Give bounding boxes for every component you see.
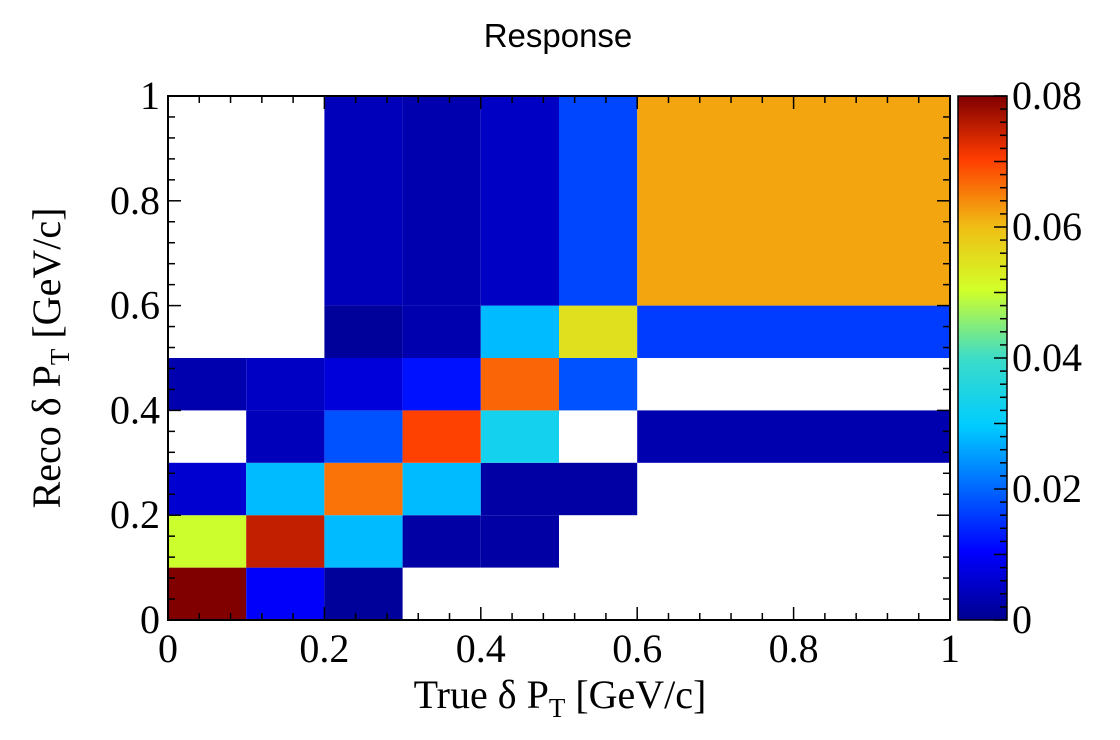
heatmap-cell [637, 410, 950, 463]
heatmap-cell [168, 567, 247, 620]
heatmap-cell [168, 358, 247, 411]
y-tick-label: 1 [140, 73, 160, 118]
heatmap-cell [559, 305, 638, 358]
colorbar-ticks [994, 95, 1007, 621]
heatmap-cell [246, 567, 325, 620]
y-tick-label: 0.6 [110, 283, 160, 328]
heatmap-cell [480, 358, 559, 411]
heatmap-cell [402, 515, 481, 568]
heatmap-cell [324, 305, 403, 358]
heatmap-cell [324, 96, 403, 306]
heatmap-cell [324, 567, 403, 620]
x-tick-labels: 0 0.2 0.4 0.6 0.8 1 [158, 626, 960, 671]
heatmap-cell [402, 305, 481, 358]
heatmap-cell [480, 515, 559, 568]
heatmap-cell [324, 410, 403, 463]
heatmap-cell [324, 515, 403, 568]
heatmap-cell [246, 358, 325, 411]
heatmap-cell [402, 96, 481, 306]
axis-ticks [167, 95, 951, 621]
colorbar-tick-label: 0.08 [1012, 73, 1082, 118]
x-tick-label: 0.2 [299, 626, 349, 671]
colorbar-tick-label: 0 [1012, 597, 1032, 642]
y-tick-label: 0 [140, 597, 160, 642]
heatmap-cell [246, 410, 325, 463]
heatmap-cell [480, 410, 559, 463]
y-axis-label: Reco δ PT [GeV/c] [24, 208, 75, 509]
x-tick-label: 0.6 [612, 626, 662, 671]
colorbar-tick-labels: 0 0.02 0.04 0.06 0.08 [1012, 73, 1082, 642]
heatmap-cell [402, 462, 481, 516]
y-tick-label: 0.8 [110, 178, 160, 223]
plot-frame [167, 95, 951, 621]
heatmap-cell [246, 462, 325, 516]
heatmap-cell [402, 358, 481, 411]
heatmap-cells [168, 96, 950, 620]
x-axis-label: True δ PT [GeV/c] [414, 672, 707, 723]
colorbar-tick-label: 0.04 [1012, 335, 1082, 380]
colorbar [957, 95, 1008, 621]
colorbar-tick-label: 0.02 [1012, 466, 1082, 511]
heatmap-cell [559, 96, 638, 306]
heatmap-cell [559, 462, 638, 516]
y-tick-label: 0.2 [110, 492, 160, 537]
y-tick-labels: 0 0.2 0.4 0.6 0.8 1 [110, 73, 160, 642]
x-tick-label: 0.8 [769, 626, 819, 671]
heatmap-cell [480, 462, 559, 516]
x-tick-label: 0 [158, 626, 178, 671]
heatmap-cell [559, 358, 638, 411]
y-tick-label: 0.4 [110, 387, 160, 432]
heatmap-cell [168, 462, 247, 516]
heatmap-cell [168, 515, 247, 568]
heatmap-cell [637, 96, 950, 306]
heatmap-cell [324, 462, 403, 516]
colorbar-tick-label: 0.06 [1012, 204, 1082, 249]
heatmap-cell [402, 410, 481, 463]
heatmap-cell [324, 358, 403, 411]
heatmap-cell [480, 305, 559, 358]
chart-title: Response [484, 17, 633, 54]
x-tick-label: 1 [940, 626, 960, 671]
heatmap-cell [246, 515, 325, 568]
heatmap-cell [480, 96, 559, 306]
x-tick-label: 0.4 [456, 626, 506, 671]
heatmap-cell [637, 305, 950, 358]
